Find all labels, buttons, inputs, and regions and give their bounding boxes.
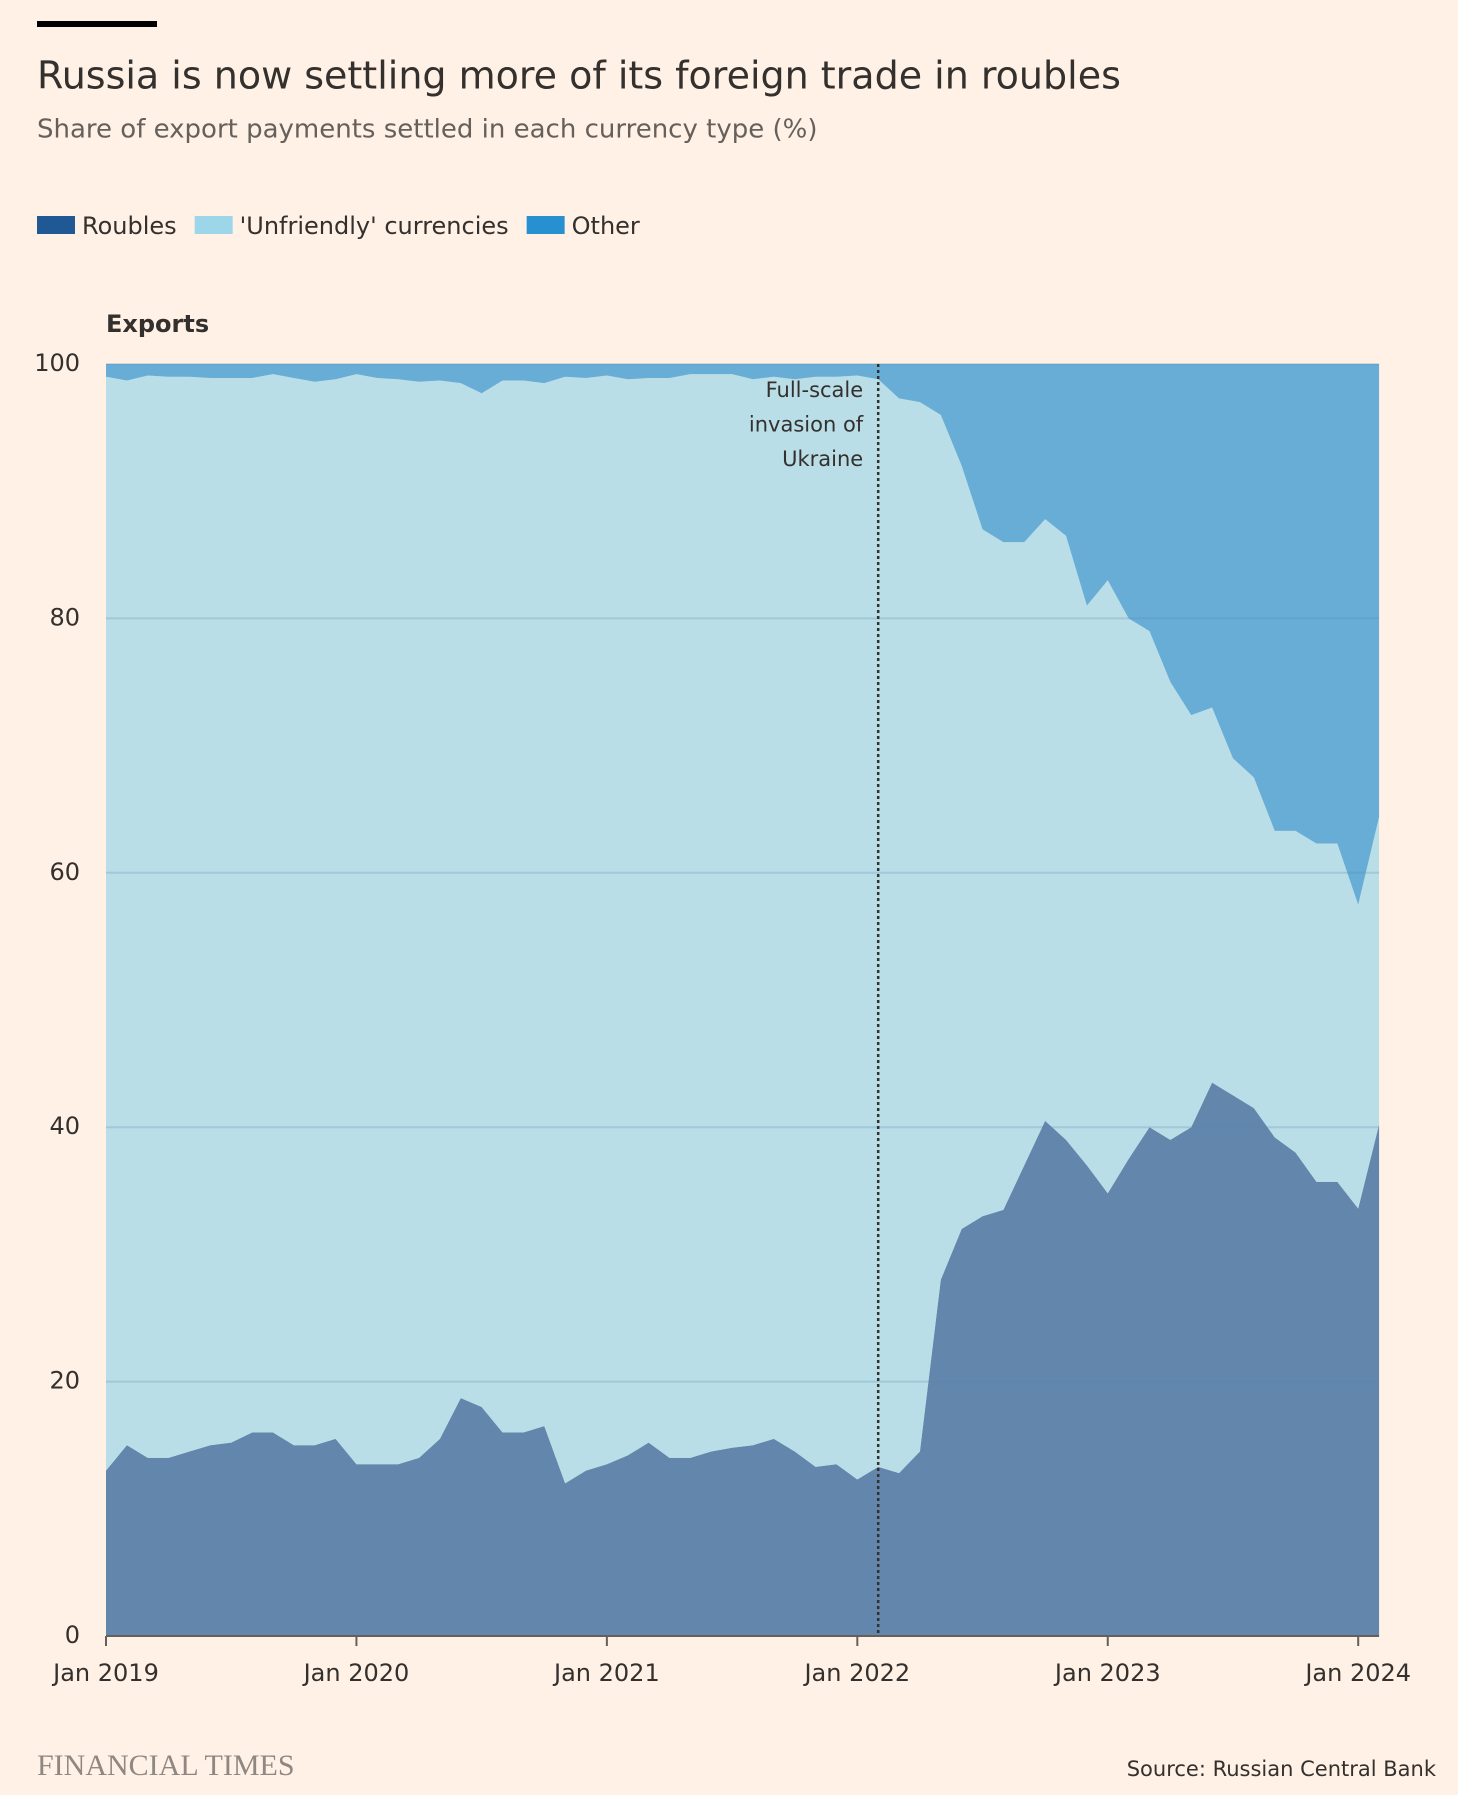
x-tick-label: Jan 2023 bbox=[1053, 1659, 1161, 1687]
y-tick-label: 40 bbox=[49, 1112, 80, 1140]
legend-swatch bbox=[194, 216, 233, 234]
y-tick-label: 100 bbox=[34, 349, 80, 377]
chart-title: Russia is now settling more of its forei… bbox=[37, 54, 1121, 98]
legend-label: Other bbox=[572, 212, 640, 240]
y-tick-label: 80 bbox=[49, 603, 80, 631]
x-tick-label: Jan 2020 bbox=[302, 1659, 410, 1687]
x-tick-label: Jan 2021 bbox=[552, 1659, 660, 1687]
annotation-text: Ukraine bbox=[782, 447, 863, 471]
panel-title: Exports bbox=[106, 310, 209, 338]
legend-swatch bbox=[526, 216, 565, 234]
legend-label: 'Unfriendly' currencies bbox=[240, 212, 509, 240]
brand: FINANCIAL TIMES bbox=[37, 1749, 295, 1782]
annotation-text: Full-scale bbox=[766, 378, 864, 402]
area bbox=[106, 364, 1380, 905]
y-tick-label: 20 bbox=[49, 1367, 80, 1395]
y-tick-label: 0 bbox=[65, 1621, 80, 1649]
x-tick-label: Jan 2019 bbox=[51, 1659, 159, 1687]
legend-swatch bbox=[37, 216, 75, 234]
x-tick-label: Jan 2024 bbox=[1303, 1659, 1411, 1687]
y-tick-label: 60 bbox=[49, 858, 80, 886]
annotation-text: invasion of bbox=[749, 413, 864, 437]
chart-subtitle: Share of export payments settled in each… bbox=[37, 115, 817, 145]
legend-label: Roubles bbox=[82, 212, 177, 240]
area bbox=[106, 1082, 1380, 1636]
x-tick-label: Jan 2022 bbox=[802, 1659, 910, 1687]
area bbox=[106, 374, 1380, 1484]
source: Source: Russian Central Bank bbox=[1127, 1757, 1437, 1781]
top-bar bbox=[37, 21, 157, 27]
